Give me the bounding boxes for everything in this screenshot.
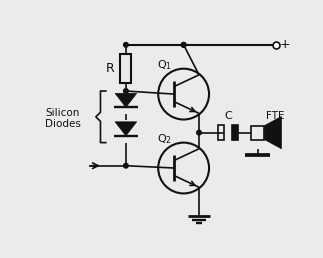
Polygon shape bbox=[265, 116, 281, 149]
Text: FTE: FTE bbox=[266, 111, 285, 121]
Text: C: C bbox=[224, 111, 232, 121]
Bar bbox=[232, 125, 238, 140]
Bar bbox=[251, 126, 265, 140]
Circle shape bbox=[124, 43, 128, 47]
Circle shape bbox=[124, 163, 128, 168]
Circle shape bbox=[181, 43, 186, 47]
Text: R: R bbox=[106, 62, 115, 75]
Bar bbox=[218, 125, 224, 140]
Polygon shape bbox=[115, 122, 137, 136]
Circle shape bbox=[124, 89, 128, 93]
Circle shape bbox=[197, 130, 201, 135]
Text: Q$_2$: Q$_2$ bbox=[157, 132, 172, 146]
Text: Diodes: Diodes bbox=[45, 119, 81, 129]
Text: Q$_1$: Q$_1$ bbox=[157, 58, 172, 72]
Text: +: + bbox=[280, 38, 290, 51]
Text: Silicon: Silicon bbox=[45, 108, 79, 118]
Bar bbox=[120, 54, 131, 83]
Circle shape bbox=[181, 43, 186, 47]
Polygon shape bbox=[115, 93, 137, 107]
